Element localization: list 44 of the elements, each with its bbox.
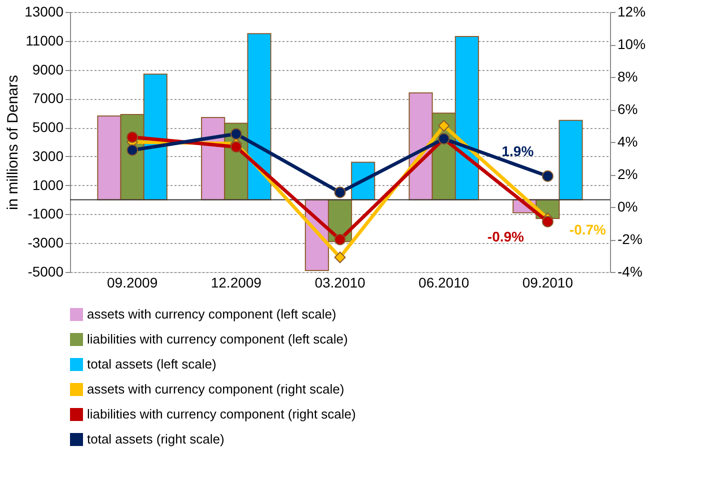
point: [126, 131, 138, 143]
y-tick-label: 7000: [32, 90, 64, 106]
point: [542, 170, 554, 182]
point: [334, 252, 346, 264]
point: [438, 120, 450, 132]
y2-tick-label: 12%: [618, 4, 646, 20]
y-tick-label: -3000: [28, 234, 64, 251]
point: [230, 128, 242, 140]
legend-label: liabilities with currency component (left scale): [87, 332, 348, 346]
y2-tick-label: 10%: [618, 36, 646, 52]
data-label: -0.9%: [487, 228, 525, 245]
data-label: 1.9%: [502, 143, 534, 160]
y2-tick-label: -4%: [618, 264, 642, 280]
point: [542, 216, 554, 228]
y-tick-label: 13000: [24, 4, 64, 20]
point: [334, 186, 346, 198]
y-tick-label: 1000: [32, 176, 64, 193]
legend-label: assets with currency component (right scale): [87, 382, 344, 396]
legend-label: total assets (left scale): [87, 356, 216, 372]
y-tick-label: 5000: [32, 119, 64, 136]
y2-tick-label: -2%: [618, 231, 642, 247]
x-tick-label: 09.2009: [107, 274, 158, 290]
y-tick-label: 3000: [32, 148, 64, 164]
y2-tick-label: 6%: [618, 101, 638, 117]
legend-label: liabilities with currency component (right scale): [87, 406, 356, 422]
y2-tick-label: 2%: [618, 166, 638, 182]
point: [334, 234, 346, 246]
x-tick-label: 06.2010: [418, 274, 470, 290]
point: [126, 144, 138, 156]
y-tick-label: -5000: [28, 264, 64, 280]
y-axis-title: in millions of Denars: [4, 74, 22, 210]
x-tick-label: 09.2010: [522, 274, 574, 290]
legend-label: assets with currency component (left scale): [87, 306, 336, 322]
y-tick-label: 11000: [26, 32, 64, 48]
y-tick-label: -1000: [28, 206, 64, 222]
y2-tick-label: 0%: [618, 198, 638, 214]
legend-label: total assets (right scale): [87, 432, 224, 446]
y2-tick-label: 8%: [618, 68, 638, 84]
y2-tick-label: 4%: [618, 134, 638, 150]
x-tick-label: 03.2010: [314, 274, 366, 290]
x-tick-label: 12.2009: [210, 274, 262, 290]
point: [230, 141, 242, 153]
data-label: -0.7%: [569, 221, 607, 238]
y-tick-label: 9000: [32, 61, 64, 78]
